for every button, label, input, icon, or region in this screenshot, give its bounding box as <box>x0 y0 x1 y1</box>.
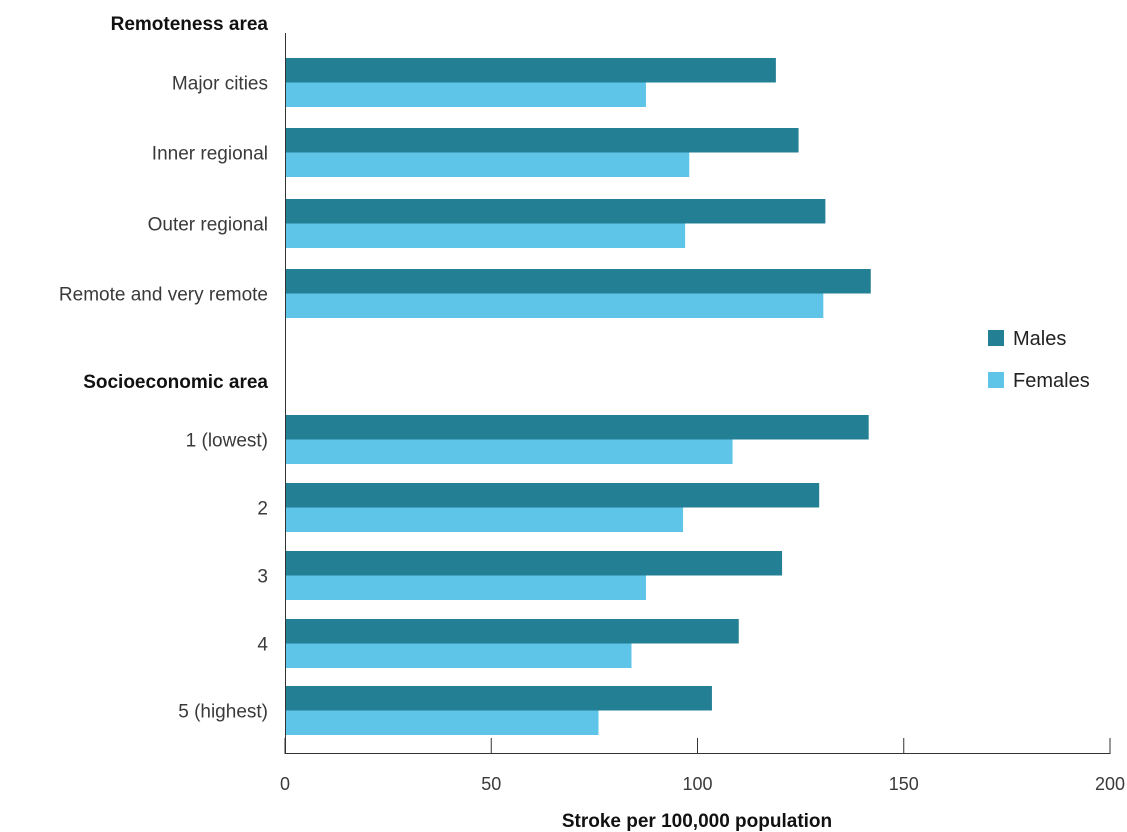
bar-females-remote-and-very-remote <box>285 293 824 318</box>
bar-males-major-cities <box>285 58 776 83</box>
legend-swatch-females <box>988 372 1004 388</box>
bar-males-outer-regional <box>285 199 826 224</box>
x-tick-label-0: 0 <box>280 774 290 794</box>
category-label-major-cities: Major cities <box>172 74 268 95</box>
group-label-socioeconomic: Socioeconomic area <box>83 372 268 393</box>
bar-females-major-cities <box>285 82 646 107</box>
bar-females-4 <box>285 643 632 668</box>
bar-females-5-highest <box>285 710 599 735</box>
bar-females-inner-regional <box>285 152 690 177</box>
legend-swatch-males <box>988 330 1004 346</box>
x-tick-label-100: 100 <box>682 774 712 794</box>
bar-males-3 <box>285 551 783 576</box>
legend-label-males: Males <box>1013 328 1066 350</box>
x-tick-label-200: 200 <box>1095 774 1125 794</box>
legend-label-females: Females <box>1013 370 1090 392</box>
bar-males-remote-and-very-remote <box>285 269 871 294</box>
bars-layer <box>285 58 871 735</box>
bar-females-1-lowest <box>285 439 733 464</box>
bar-females-3 <box>285 575 646 600</box>
category-label-5-highest: 5 (highest) <box>178 702 268 723</box>
category-label-outer-regional: Outer regional <box>148 215 268 236</box>
bar-males-1-lowest <box>285 415 869 440</box>
bar-males-5-highest <box>285 686 712 711</box>
category-label-remote-and-very-remote: Remote and very remote <box>59 285 268 306</box>
category-label-3: 3 <box>257 567 268 588</box>
bar-males-4 <box>285 619 739 644</box>
bar-females-2 <box>285 507 684 532</box>
x-axis-title: Stroke per 100,000 population <box>562 811 832 832</box>
category-labels: Major cities Inner regional Outer regional… <box>59 74 269 723</box>
x-axis-ticks: 0 50 100 150 200 <box>280 738 1125 794</box>
category-label-2: 2 <box>257 499 268 520</box>
bar-females-outer-regional <box>285 223 686 248</box>
category-label-4: 4 <box>257 635 268 656</box>
legend: Males Females <box>988 328 1090 392</box>
bar-males-inner-regional <box>285 128 799 153</box>
group-label-remoteness: Remoteness area <box>111 14 269 35</box>
category-label-1-lowest: 1 (lowest) <box>186 431 268 452</box>
x-tick-label-50: 50 <box>481 774 501 794</box>
category-label-inner-regional: Inner regional <box>152 144 268 165</box>
x-tick-label-150: 150 <box>889 774 919 794</box>
bar-males-2 <box>285 483 820 508</box>
